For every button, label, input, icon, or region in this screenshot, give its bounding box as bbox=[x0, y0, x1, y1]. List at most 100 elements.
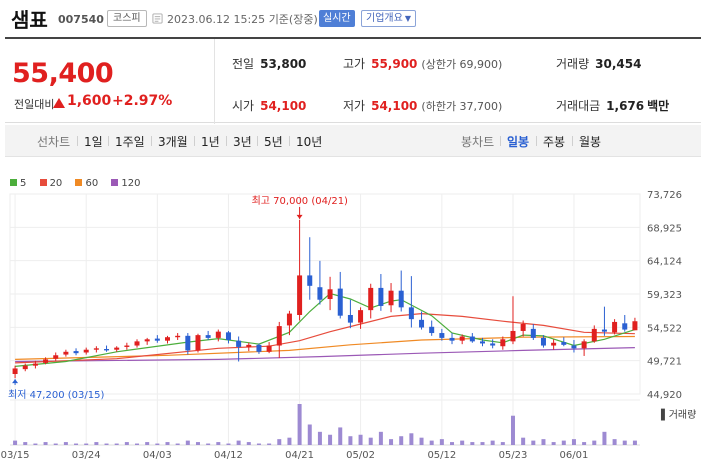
candle-body bbox=[63, 351, 69, 355]
volume-bar bbox=[571, 439, 576, 445]
candle-body bbox=[449, 337, 455, 341]
range-1y[interactable]: 1년 bbox=[201, 135, 220, 149]
moving-average-ma20 bbox=[15, 312, 635, 364]
legend-swatch bbox=[39, 179, 47, 186]
candle-body bbox=[286, 313, 292, 326]
separator bbox=[77, 136, 78, 146]
x-tick-label: 05/12 bbox=[427, 450, 456, 461]
x-tick-label: 05/02 bbox=[346, 450, 375, 461]
volume-bar bbox=[216, 442, 221, 445]
separator bbox=[536, 136, 537, 146]
quote-panel: 55,400 전일대비 1,600 +2.97% 전일 53,800 고가 55,9… bbox=[5, 37, 701, 124]
candle-body bbox=[398, 290, 404, 308]
candle-body bbox=[22, 365, 28, 370]
candle-body bbox=[256, 344, 262, 352]
volume-bar bbox=[602, 431, 607, 445]
candle-body bbox=[459, 336, 465, 341]
candle-body bbox=[439, 333, 445, 338]
volume-bar bbox=[460, 440, 465, 445]
volume-bar bbox=[43, 442, 48, 445]
range-1w[interactable]: 1주일 bbox=[115, 135, 145, 149]
volume-bar bbox=[470, 442, 475, 445]
x-tick-label: 03/15 bbox=[1, 450, 30, 461]
volume-bar bbox=[358, 434, 363, 445]
candle-body bbox=[378, 287, 384, 306]
candle-body bbox=[276, 326, 282, 346]
candle-body bbox=[307, 275, 313, 286]
candle-weekly[interactable]: 주봉 bbox=[543, 135, 566, 149]
stock-header: 샘표 007540 코스피 2023.06.12 15:25 기준(장중) 실시… bbox=[0, 0, 701, 37]
candle-daily[interactable]: 일봉 bbox=[507, 135, 530, 149]
x-tick-label: 05/23 bbox=[499, 450, 528, 461]
stock-code: 007540 bbox=[58, 13, 104, 26]
max-arrow-head bbox=[296, 214, 303, 219]
candle-body bbox=[32, 363, 38, 366]
volume-bar bbox=[439, 439, 444, 445]
separator bbox=[257, 136, 258, 146]
volume-bar bbox=[348, 436, 353, 445]
candle-body bbox=[12, 368, 18, 375]
min-price-label: 최저 47,200 (03/15) bbox=[8, 389, 104, 401]
realtime-button[interactable]: 실시간 bbox=[319, 10, 355, 27]
volume-bar bbox=[23, 442, 28, 445]
range-10y[interactable]: 10년 bbox=[296, 135, 323, 149]
change-value: 1,600 bbox=[67, 93, 112, 109]
range-1d[interactable]: 1일 bbox=[84, 135, 103, 149]
candle-body bbox=[297, 275, 303, 315]
range-3m[interactable]: 3개월 bbox=[158, 135, 188, 149]
volume-bar bbox=[94, 442, 99, 445]
volume-axis-label: ▌거래량 bbox=[661, 410, 697, 421]
volume-bar bbox=[63, 442, 68, 445]
legend-swatch bbox=[75, 179, 83, 186]
candle-body bbox=[175, 335, 181, 338]
x-tick-label: 04/03 bbox=[143, 450, 172, 461]
chart-toolbar: 선차트 1일 1주일 3개월 1년 3년 5년 10년 봉차트 일봉 주봉 월봉 bbox=[5, 125, 701, 157]
price-chart[interactable]: 73,726 68,925 64,124 59,323 54,522 49,721 44,9… bbox=[0, 185, 701, 469]
candle-body bbox=[561, 342, 567, 345]
candle-body bbox=[134, 341, 140, 346]
candle-body bbox=[53, 355, 59, 359]
candle-body bbox=[591, 328, 597, 342]
stock-name: 샘표 bbox=[11, 8, 48, 32]
max-price-label: 최고 70,000 (04/21) bbox=[252, 195, 348, 207]
volume-bar bbox=[551, 442, 556, 445]
candle-body bbox=[540, 337, 546, 346]
quote-timestamp: 2023.06.12 15:25 기준(장중) bbox=[167, 13, 318, 26]
volume-bar bbox=[378, 431, 383, 445]
candle-body bbox=[215, 331, 221, 338]
company-overview-dropdown[interactable]: 기업개요 ▼ bbox=[361, 10, 416, 27]
volume-bar bbox=[135, 443, 140, 445]
volume-bar bbox=[145, 442, 150, 445]
y-tick-label: 73,726 bbox=[647, 190, 682, 201]
separator bbox=[151, 136, 152, 146]
candle-body bbox=[185, 335, 191, 351]
range-5y[interactable]: 5년 bbox=[264, 135, 283, 149]
volume-bar bbox=[165, 442, 170, 445]
candle-body bbox=[368, 287, 374, 311]
volume-bar bbox=[399, 436, 404, 445]
legend-swatch bbox=[111, 179, 119, 186]
y-tick-label: 59,323 bbox=[647, 290, 682, 301]
candle-body bbox=[388, 290, 394, 306]
volume-bar bbox=[277, 439, 282, 445]
volume-bar bbox=[114, 443, 119, 445]
y-tick-label: 64,124 bbox=[647, 257, 682, 268]
volume-bar bbox=[33, 443, 38, 445]
ma-legend: 5 20 60 120 bbox=[10, 178, 151, 189]
x-tick-label: 06/01 bbox=[560, 450, 589, 461]
range-3y[interactable]: 3년 bbox=[233, 135, 252, 149]
candle-body bbox=[205, 335, 211, 338]
volume-bar bbox=[236, 440, 241, 445]
candle-body bbox=[510, 330, 516, 342]
volume-bar bbox=[74, 443, 79, 445]
separator bbox=[289, 136, 290, 146]
candle-body bbox=[165, 337, 170, 341]
change-percent: +2.97% bbox=[112, 93, 173, 109]
volume-bar bbox=[592, 440, 597, 445]
low-price: 저가 54,100 (하한가 37,700) bbox=[343, 99, 503, 113]
volume-bar bbox=[450, 442, 455, 445]
candle-monthly[interactable]: 월봉 bbox=[579, 135, 602, 149]
candle-body bbox=[114, 347, 120, 350]
volume-bar bbox=[429, 440, 434, 445]
volume-bar bbox=[582, 442, 587, 445]
